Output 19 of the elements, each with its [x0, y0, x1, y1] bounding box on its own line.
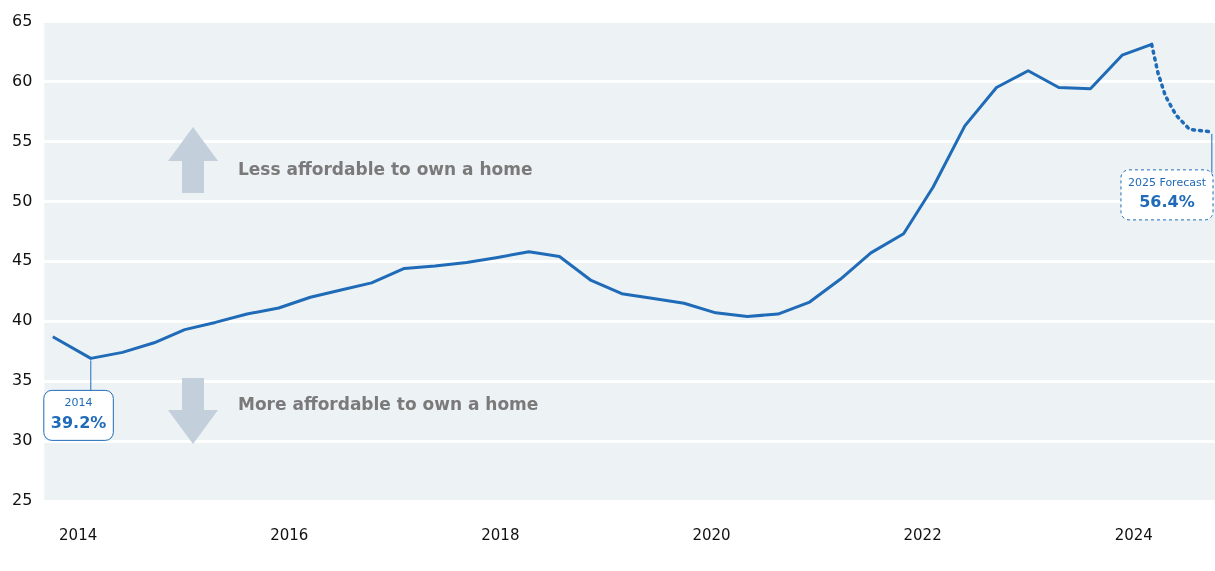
y-tick-label: 30: [12, 430, 33, 450]
y-tick-label: 60: [12, 70, 33, 90]
x-tick-label: 2024: [1114, 525, 1153, 544]
y-tick-label: 50: [12, 190, 33, 210]
annotation: 2014 39.2%: [50, 396, 107, 432]
x-tick-label: 2018: [481, 525, 520, 544]
y-tick-label: 65: [12, 10, 33, 30]
y-tick-label: 25: [12, 490, 33, 510]
y-tick-label: 35: [12, 370, 33, 390]
y-tick-label: 40: [12, 310, 33, 330]
x-tick-label: 2020: [692, 525, 731, 544]
annotation: More affordable to own a home: [238, 393, 539, 414]
y-tick-label: 55: [12, 130, 33, 150]
x-tick-label: 2016: [270, 525, 309, 544]
x-tick-label: 2022: [903, 525, 942, 544]
y-tick-label: 45: [12, 250, 33, 270]
annotation: Less affordable to own a home: [238, 158, 533, 179]
x-tick-label: 2014: [59, 525, 98, 544]
annotation: 2025 Forecast 56.4%: [1127, 175, 1207, 212]
